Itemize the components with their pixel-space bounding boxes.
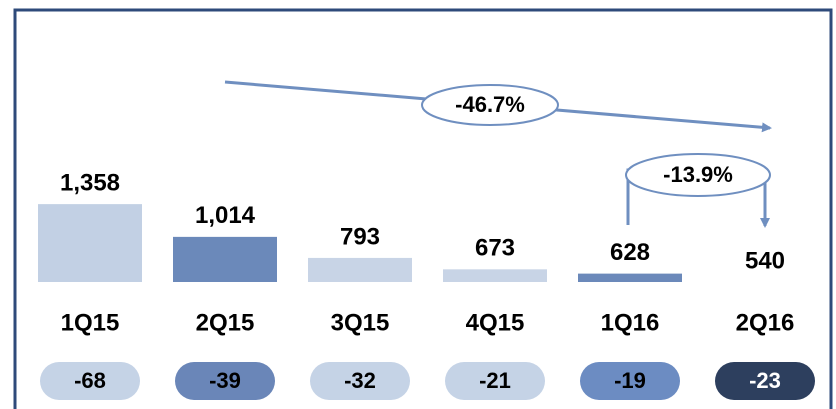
x-tick-label: 1Q15 [61,309,120,336]
badge [310,362,410,400]
badge-label: -21 [479,368,511,393]
data-label: 1,014 [195,202,256,229]
badge [580,362,680,400]
x-tick-label: 2Q16 [736,309,795,336]
badge [175,362,275,400]
badge-label: -39 [209,368,241,393]
bar [443,269,547,282]
badge [40,362,140,400]
data-label: 540 [745,247,785,274]
badge-label: -19 [614,368,646,393]
bar [308,257,412,282]
bar [578,273,682,282]
bar [38,204,142,282]
data-label: 628 [610,239,650,266]
data-label: 1,358 [60,169,120,196]
x-tick-label: 2Q15 [196,309,255,336]
data-label: 673 [475,235,515,262]
x-tick-label: 3Q15 [331,309,390,336]
annotation-bubble [421,84,559,126]
badge-label: -68 [74,368,106,393]
bar [173,236,277,282]
annotation: -46.7% [455,92,525,117]
x-tick-label: 4Q15 [466,309,525,336]
badge-label: -23 [749,368,781,393]
badge [715,362,815,400]
x-tick-label: 1Q16 [601,309,660,336]
badge-label: -32 [344,368,376,393]
annotation-bubble [625,153,771,197]
badge [445,362,545,400]
annotation: -13.9% [663,162,733,187]
data-label: 793 [340,223,380,250]
frame [13,8,833,409]
